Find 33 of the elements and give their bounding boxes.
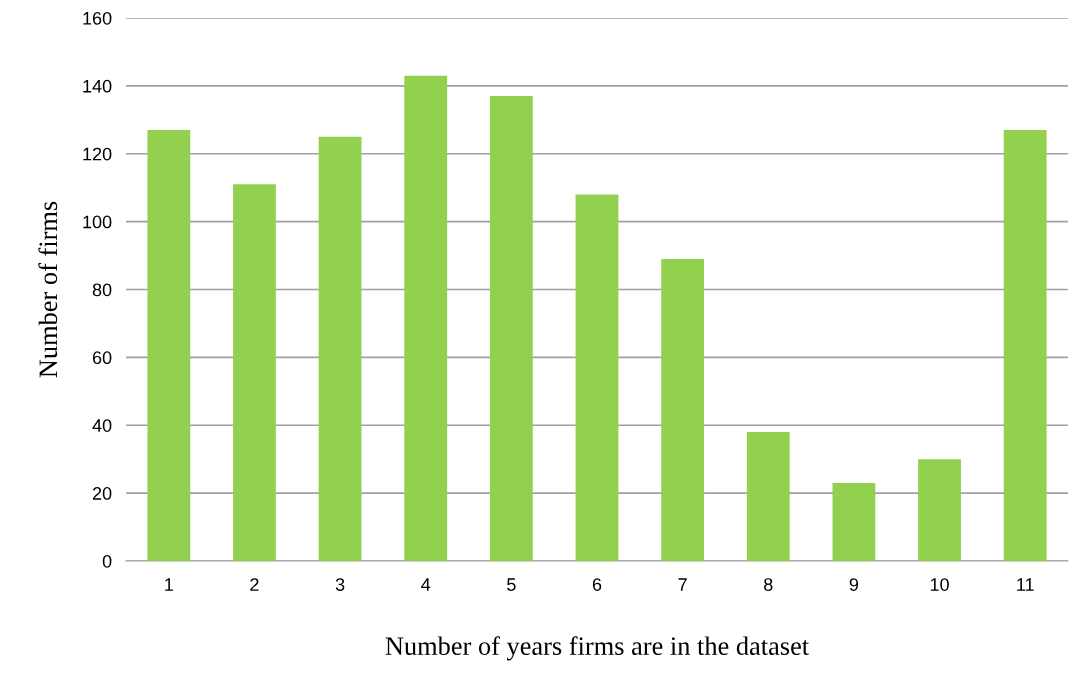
bar (404, 75, 448, 561)
bar (233, 184, 276, 561)
x-tick-label: 2 (250, 578, 259, 591)
y-tick-label: 160 (83, 11, 112, 25)
y-tick-label: 40 (92, 419, 112, 432)
y-tick-label: 120 (83, 147, 112, 161)
x-tick-label: 5 (507, 578, 516, 591)
x-tick-label: 8 (764, 578, 773, 591)
x-tick-label: 7 (678, 578, 687, 591)
bar (1003, 129, 1047, 561)
bar (661, 258, 705, 561)
bar (575, 194, 619, 561)
bar (746, 432, 790, 561)
bar (832, 482, 876, 561)
x-axis-title: Number of years firms are in the dataset (385, 636, 809, 661)
x-tick-label: 9 (849, 578, 859, 591)
y-tick-label: 20 (92, 487, 112, 500)
x-tick-label: 11 (1017, 578, 1034, 591)
bar (489, 96, 533, 561)
bar (318, 136, 362, 561)
x-tick-label: 3 (335, 578, 345, 591)
x-tick-label: 6 (592, 578, 602, 591)
y-tick-label: 140 (83, 79, 112, 93)
y-tick-label: 60 (92, 351, 112, 365)
x-tick-label: 10 (930, 578, 949, 591)
x-tick-label: 4 (421, 578, 431, 591)
y-tick-label: 80 (92, 283, 112, 297)
bar (147, 129, 191, 561)
y-axis-title: Number of firms (38, 201, 58, 378)
y-tick-label: 0 (102, 554, 112, 568)
x-tick-label: 1 (165, 578, 173, 591)
y-tick-label: 100 (83, 215, 112, 229)
bar (918, 459, 961, 561)
